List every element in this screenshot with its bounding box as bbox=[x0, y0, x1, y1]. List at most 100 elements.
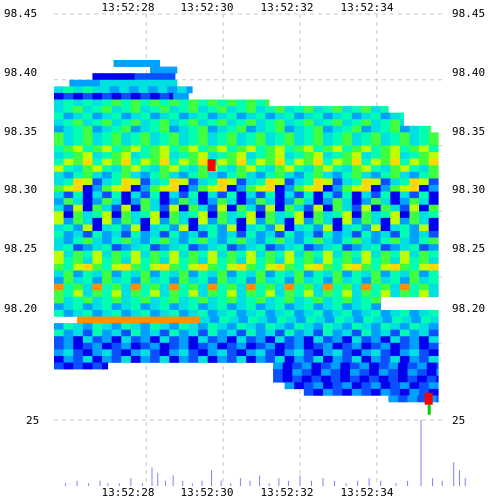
heat-cell-31-15 bbox=[198, 231, 209, 238]
heat-cell-19-26 bbox=[303, 152, 314, 159]
heat-cell-18-35 bbox=[390, 145, 401, 153]
heat-cell-39-38 bbox=[419, 283, 430, 291]
heat-cell-48-10 bbox=[150, 336, 160, 344]
heat-cell-36-17 bbox=[217, 263, 228, 271]
heat-cell-36-7 bbox=[121, 263, 132, 271]
heat-cell-36-27 bbox=[313, 263, 324, 271]
y-tick-left-4: 98.25 bbox=[4, 242, 37, 255]
heat-cell-27-13 bbox=[178, 204, 189, 212]
heat-cell-29-38 bbox=[419, 217, 430, 225]
heat-cell-37-2 bbox=[73, 270, 84, 278]
heat-cell-50-22 bbox=[265, 349, 276, 357]
heat-cell-28-4 bbox=[92, 211, 103, 219]
heat-cell-35-36 bbox=[399, 257, 410, 265]
heat-cell-38-32 bbox=[361, 277, 372, 284]
heat-cell-13-24 bbox=[284, 112, 295, 120]
heat-cell-28-29 bbox=[332, 211, 343, 219]
heat-cell-26-16 bbox=[207, 198, 218, 206]
heat-cell-48-0 bbox=[54, 336, 64, 344]
heat-cell-35-24 bbox=[284, 257, 295, 265]
heat-cell-23-27 bbox=[313, 178, 324, 186]
heat-cell-46-20 bbox=[246, 323, 257, 330]
heat-cell-49-4 bbox=[92, 342, 103, 350]
heat-cell-30-20 bbox=[246, 224, 257, 232]
heat-cell-12-4 bbox=[92, 106, 103, 113]
heat-cell-43-14 bbox=[188, 309, 199, 317]
heat-cell-13-23 bbox=[274, 112, 285, 120]
heat-cell-19-10 bbox=[150, 152, 160, 159]
heat-cell-23-33 bbox=[371, 178, 381, 186]
heat-cell-38-19 bbox=[236, 277, 247, 284]
heat-cell-19-30 bbox=[342, 152, 353, 159]
heat-cell-38-2 bbox=[73, 277, 84, 284]
heat-cell-37-8 bbox=[130, 270, 141, 278]
heat-cell-20-35 bbox=[390, 158, 401, 166]
heat-cell-55-9 bbox=[359, 375, 370, 383]
heat-cell-51-32 bbox=[361, 355, 372, 363]
heat-cell-47-24 bbox=[284, 329, 295, 337]
heat-cell-46-32 bbox=[361, 323, 372, 330]
heat-cell-39-27 bbox=[313, 283, 324, 291]
heat-cell-33-18 bbox=[226, 244, 237, 252]
heat-cell-57-8 bbox=[380, 388, 391, 396]
heat-cell-53-12 bbox=[388, 362, 399, 370]
heat-cell-31-31 bbox=[351, 231, 362, 238]
heat-cell-12-16 bbox=[207, 106, 218, 113]
heat-cell-35-18 bbox=[226, 257, 237, 265]
heat-cell-39-37 bbox=[409, 283, 420, 291]
heat-cell-15-31 bbox=[351, 125, 362, 133]
heat-cell-41-18 bbox=[226, 296, 237, 304]
heat-cell-21-20 bbox=[246, 165, 257, 173]
x-tick-top-3: 13:52:34 bbox=[341, 1, 394, 14]
heat-cell-43-25 bbox=[294, 309, 305, 317]
heat-cell-7-0 bbox=[100, 86, 111, 94]
heat-cell-45-8 bbox=[276, 316, 287, 324]
heat-cell-35-23 bbox=[274, 257, 285, 265]
heat-cell-32-25 bbox=[294, 237, 305, 245]
heat-cell-35-22 bbox=[265, 257, 276, 265]
heat-cell-16-30 bbox=[342, 132, 353, 140]
heat-cell-35-33 bbox=[371, 257, 381, 265]
heat-cell-43-36 bbox=[399, 309, 410, 317]
heat-cell-27-25 bbox=[294, 204, 305, 212]
heat-cell-58-0 bbox=[388, 395, 399, 403]
heat-cell-39-39 bbox=[428, 283, 439, 291]
heat-cell-54-13 bbox=[397, 369, 408, 376]
heat-cell-47-1 bbox=[63, 329, 74, 337]
heat-cell-26-27 bbox=[313, 198, 324, 206]
heat-cell-40-17 bbox=[217, 290, 228, 298]
heat-cell-23-4 bbox=[92, 178, 103, 186]
heat-cell-48-12 bbox=[169, 336, 180, 344]
heat-cell-38-37 bbox=[409, 277, 420, 284]
heat-cell-36-22 bbox=[265, 263, 276, 271]
heat-cell-15-32 bbox=[361, 125, 372, 133]
heat-cell-16-36 bbox=[399, 132, 410, 140]
heat-cell-38-3 bbox=[82, 277, 93, 284]
heat-cell-36-3 bbox=[82, 263, 93, 271]
heat-cell-11-11 bbox=[217, 99, 228, 107]
heat-cell-13-29 bbox=[332, 112, 343, 120]
heat-cell-58-5 bbox=[436, 395, 439, 403]
heat-cell-19-33 bbox=[371, 152, 381, 159]
heat-cell-34-31 bbox=[351, 250, 362, 258]
heat-cell-38-12 bbox=[169, 277, 180, 284]
heat-cell-31-35 bbox=[390, 231, 401, 238]
heat-cell-34-4 bbox=[92, 250, 103, 258]
heat-cell-37-7 bbox=[121, 270, 132, 278]
heat-cell-20-18 bbox=[226, 158, 237, 166]
heat-cell-20-4 bbox=[92, 158, 103, 166]
heat-cell-10-5 bbox=[102, 99, 112, 107]
heat-cell-16-28 bbox=[323, 132, 333, 140]
trade-marker-1 bbox=[424, 392, 433, 405]
heat-cell-36-0 bbox=[54, 263, 64, 271]
heat-cell-48-37 bbox=[409, 336, 420, 344]
heat-cell-36-29 bbox=[332, 263, 343, 271]
heat-cell-36-24 bbox=[284, 263, 295, 271]
y-axis-right: 98.45 98.40 98.35 98.30 98.25 98.20 25 bbox=[452, 7, 485, 427]
heat-cell-53-0 bbox=[273, 362, 283, 370]
heat-cell-55-15 bbox=[417, 375, 428, 383]
heat-cell-47-15 bbox=[198, 329, 209, 337]
heat-cell-56-8 bbox=[361, 382, 372, 390]
heat-cell-17-34 bbox=[380, 138, 391, 146]
